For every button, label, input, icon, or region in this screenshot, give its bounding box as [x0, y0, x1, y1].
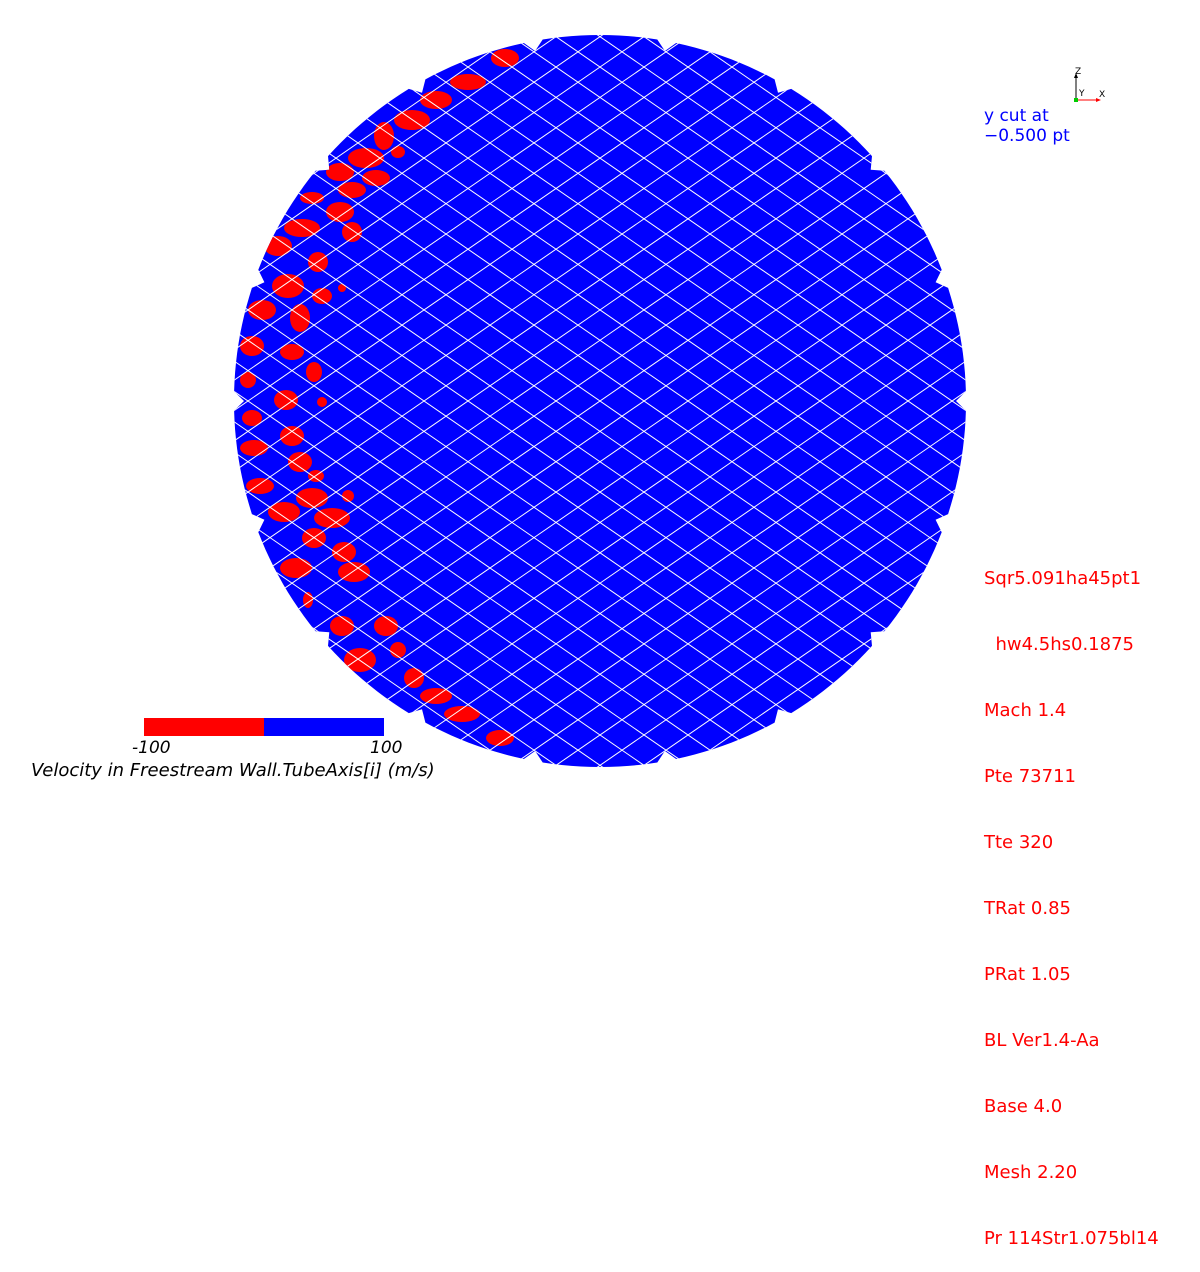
mesh-line	[0, 0, 56, 800]
negative-velocity-spot	[272, 274, 304, 298]
mesh-line	[0, 0, 100, 800]
param-line: Pr 114Str1.075bl14	[984, 1228, 1159, 1250]
mesh-line	[0, 0, 188, 800]
mesh-line	[0, 0, 12, 800]
color-bar	[144, 718, 384, 736]
param-line: TRat 0.85	[984, 898, 1159, 920]
axis-triad: Z Y X	[1074, 67, 1105, 102]
mesh-line	[0, 0, 144, 800]
run-parameters: Sqr5.091ha45pt1 hw4.5hs0.1875 Mach 1.4 P…	[984, 524, 1159, 1272]
negative-velocity-spot	[240, 336, 264, 356]
legend-min-label: -100	[132, 738, 171, 758]
negative-velocity-spot	[491, 49, 519, 67]
axis-y-label: Y	[1078, 89, 1085, 99]
negative-velocity-spot	[326, 163, 354, 181]
color-bar-negative	[144, 718, 264, 736]
negative-velocity-spot	[390, 642, 406, 658]
mesh-line	[0, 0, 12, 800]
cut-label-line2: −0.500 pt	[984, 126, 1070, 146]
negative-velocity-spot	[362, 170, 390, 186]
mesh-line	[0, 0, 144, 800]
param-line: Pte 73711	[984, 766, 1159, 788]
mesh-line	[0, 0, 56, 800]
axis-z-label: Z	[1075, 67, 1081, 77]
axis-x-label: X	[1099, 90, 1105, 100]
param-line: PRat 1.05	[984, 964, 1159, 986]
mesh-line	[0, 0, 276, 800]
negative-velocity-spot	[280, 558, 312, 578]
cut-label: y cut at −0.500 pt	[984, 106, 1070, 146]
negative-velocity-spot	[306, 362, 322, 382]
negative-velocity-spot	[391, 146, 405, 158]
mesh-line	[0, 0, 188, 800]
param-line: Tte 320	[984, 832, 1159, 854]
param-line: Mesh 2.20	[984, 1162, 1159, 1184]
negative-velocity-spot	[450, 74, 486, 90]
param-line: BL Ver1.4-Aa	[984, 1030, 1159, 1052]
legend-title: Velocity in Freestream Wall.TubeAxis[i] …	[31, 760, 435, 781]
negative-velocity-spot	[374, 616, 398, 636]
negative-velocity-spot	[404, 668, 424, 688]
negative-velocity-spot	[348, 148, 384, 168]
mesh-line	[0, 0, 232, 800]
mesh-line	[0, 0, 100, 800]
param-line: Mach 1.4	[984, 700, 1159, 722]
param-line: Sqr5.091ha45pt1	[984, 568, 1159, 590]
param-line: hw4.5hs0.1875	[984, 634, 1159, 656]
cut-label-line1: y cut at	[984, 106, 1049, 126]
negative-velocity-spot	[274, 390, 298, 410]
color-bar-positive	[264, 718, 384, 736]
mesh-line	[0, 0, 232, 800]
mesh-line	[0, 0, 276, 800]
negative-velocity-spot	[246, 478, 274, 494]
negative-velocity-spot	[330, 616, 354, 636]
mesh-line	[1188, 0, 1200, 800]
negative-velocity-spot	[420, 91, 452, 109]
negative-velocity-spot	[290, 304, 310, 332]
legend-max-label: 100	[370, 738, 402, 758]
negative-velocity-spot	[326, 202, 354, 222]
negative-velocity-spot	[317, 397, 327, 407]
negative-velocity-spot	[280, 426, 304, 446]
negative-velocity-spot	[248, 300, 276, 320]
param-line: Base 4.0	[984, 1096, 1159, 1118]
mesh-line	[1188, 0, 1200, 800]
